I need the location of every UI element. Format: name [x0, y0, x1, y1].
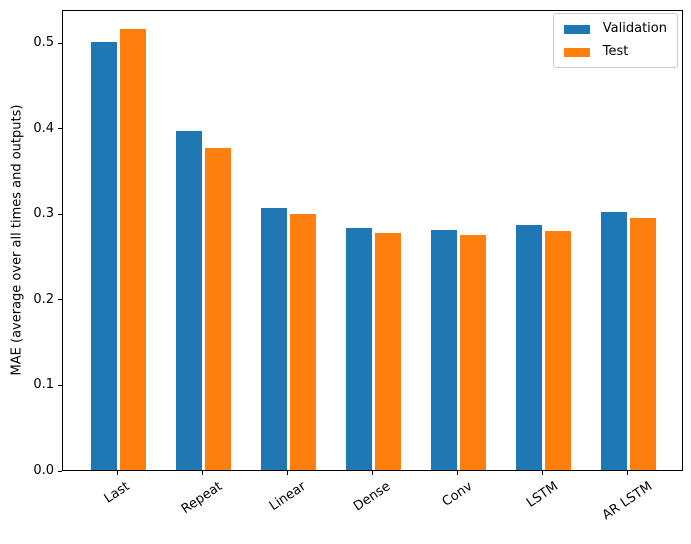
bar-validation-lstm	[516, 225, 542, 470]
bar-test-linear	[290, 214, 316, 470]
y-tick	[58, 299, 62, 301]
legend-label-test: Test	[602, 44, 629, 59]
x-tick	[457, 471, 459, 475]
x-tick	[286, 471, 288, 475]
legend-label-validation: Validation	[602, 21, 667, 36]
bar-test-last	[120, 28, 146, 470]
y-axis-label: MAE (average over all times and outputs)	[9, 104, 25, 376]
bar-validation-conv	[431, 229, 457, 470]
bar-test-repeat	[205, 147, 231, 470]
bar-validation-ar-lstm	[601, 211, 627, 470]
bar-validation-dense	[346, 227, 372, 470]
y-tick	[58, 384, 62, 386]
y-tick	[58, 128, 62, 130]
y-tick	[58, 42, 62, 44]
x-tick-label-last: Last	[101, 479, 133, 507]
bar-test-dense	[375, 233, 401, 470]
x-tick-label-repeat: Repeat	[178, 479, 226, 518]
x-tick-label-linear: Linear	[266, 479, 309, 515]
bar-validation-repeat	[176, 131, 202, 470]
legend-entry-validation: Validation	[563, 21, 667, 37]
y-tick-label: 0.2	[33, 291, 54, 307]
y-tick-label: 0.3	[33, 206, 54, 222]
legend: Validation Test	[552, 13, 678, 68]
bar-validation-linear	[261, 208, 287, 470]
x-tick-label-dense: Dense	[351, 479, 394, 515]
bar-test-conv	[460, 234, 486, 470]
y-tick-label: 0.1	[33, 377, 54, 393]
x-tick-label-lstm: LSTM	[523, 479, 561, 511]
bar-test-lstm	[545, 231, 571, 470]
legend-swatch-test	[563, 47, 590, 57]
x-tick	[542, 471, 544, 475]
bar-validation-last	[91, 41, 117, 470]
x-tick-label-ar-lstm: AR LSTM	[599, 479, 655, 524]
plot-area	[62, 10, 683, 471]
y-tick-label: 0.0	[33, 463, 54, 478]
x-tick	[372, 471, 373, 475]
legend-swatch-validation	[563, 24, 590, 34]
legend-entry-test: Test	[563, 44, 667, 60]
bar-test-ar-lstm	[630, 217, 656, 470]
x-tick	[116, 471, 118, 475]
x-tick	[627, 471, 629, 475]
y-tick-label: 0.4	[33, 120, 54, 136]
x-tick-label-conv: Conv	[439, 479, 476, 510]
y-tick	[58, 213, 62, 215]
y-tick	[58, 470, 62, 472]
x-tick	[201, 471, 203, 475]
y-tick-label: 0.5	[33, 35, 54, 51]
